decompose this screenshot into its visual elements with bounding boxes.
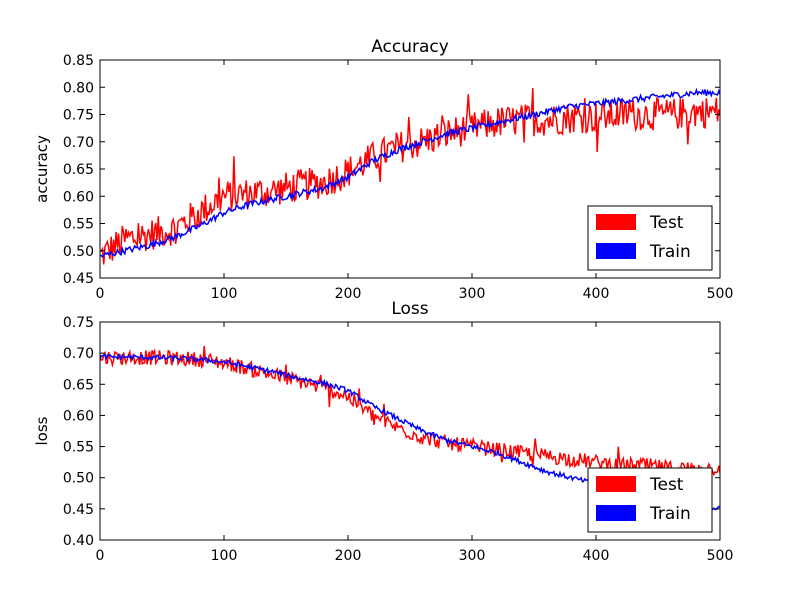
accuracy-y-tick-label: 0.85 — [63, 53, 94, 69]
accuracy-series-group — [100, 87, 720, 265]
accuracy-y-tick-label: 0.70 — [63, 135, 94, 151]
loss-y-tick-label: 0.55 — [63, 440, 94, 456]
accuracy-y-tick-label: 0.55 — [63, 217, 94, 233]
loss-x-tick-label: 0 — [96, 548, 105, 564]
accuracy-legend: Test Train — [587, 205, 713, 271]
accuracy-legend-label-train: Train — [649, 242, 691, 262]
loss-legend-swatch-train — [596, 505, 636, 521]
accuracy-y-tick-label: 0.50 — [63, 244, 94, 260]
accuracy-train-line — [100, 87, 720, 258]
loss-legend: Test Train — [587, 467, 713, 533]
loss-x-tick-label: 300 — [459, 548, 486, 564]
loss-x-tick-label: 100 — [211, 548, 238, 564]
loss-test-line — [100, 345, 720, 479]
accuracy-x-tick-label: 400 — [583, 286, 610, 302]
accuracy-test-line — [100, 87, 720, 265]
loss-y-tick-label: 0.75 — [63, 315, 94, 331]
loss-legend-swatch-test — [596, 476, 636, 492]
loss-x-tick-label: 200 — [335, 548, 362, 564]
accuracy-chart-title: Accuracy — [371, 37, 449, 57]
accuracy-y-tick-label: 0.65 — [63, 162, 94, 178]
accuracy-x-tick-label: 0 — [96, 286, 105, 302]
accuracy-chart: Accuracy accuracy 0 100 200 300 400 500 0.45 0.… — [33, 37, 733, 302]
loss-legend-label-test: Test — [649, 475, 684, 495]
loss-y-tick-label: 0.60 — [63, 408, 94, 424]
accuracy-x-tick-label: 500 — [707, 286, 734, 302]
accuracy-legend-swatch-train — [596, 243, 636, 259]
accuracy-x-tick-label: 300 — [459, 286, 486, 302]
accuracy-x-tick-label: 100 — [211, 286, 238, 302]
loss-y-tick-label: 0.65 — [63, 377, 94, 393]
loss-y-axis-label: loss — [33, 416, 51, 445]
loss-x-tick-label: 500 — [707, 548, 734, 564]
loss-y-tick-label: 0.45 — [63, 502, 94, 518]
accuracy-legend-swatch-test — [596, 214, 636, 230]
accuracy-y-tick-label: 0.45 — [63, 271, 94, 287]
loss-chart-title: Loss — [391, 299, 428, 319]
loss-plot-frame — [99, 321, 721, 541]
accuracy-legend-label-test: Test — [649, 213, 684, 233]
loss-chart: Loss loss 0 100 200 300 400 500 0.40 0.45 0.50 0.… — [33, 299, 733, 564]
accuracy-y-axis-label: accuracy — [33, 135, 51, 203]
accuracy-y-tick-label: 0.75 — [63, 108, 94, 124]
loss-legend-label-train: Train — [649, 504, 691, 524]
loss-x-tick-label: 400 — [583, 548, 610, 564]
loss-y-tick-label: 0.50 — [63, 471, 94, 487]
accuracy-x-tick-label: 200 — [335, 286, 362, 302]
loss-y-tick-label: 0.40 — [63, 533, 94, 549]
loss-y-tick-label: 0.70 — [63, 346, 94, 362]
accuracy-y-tick-label: 0.80 — [63, 80, 94, 96]
accuracy-y-tick-label: 0.60 — [63, 189, 94, 205]
